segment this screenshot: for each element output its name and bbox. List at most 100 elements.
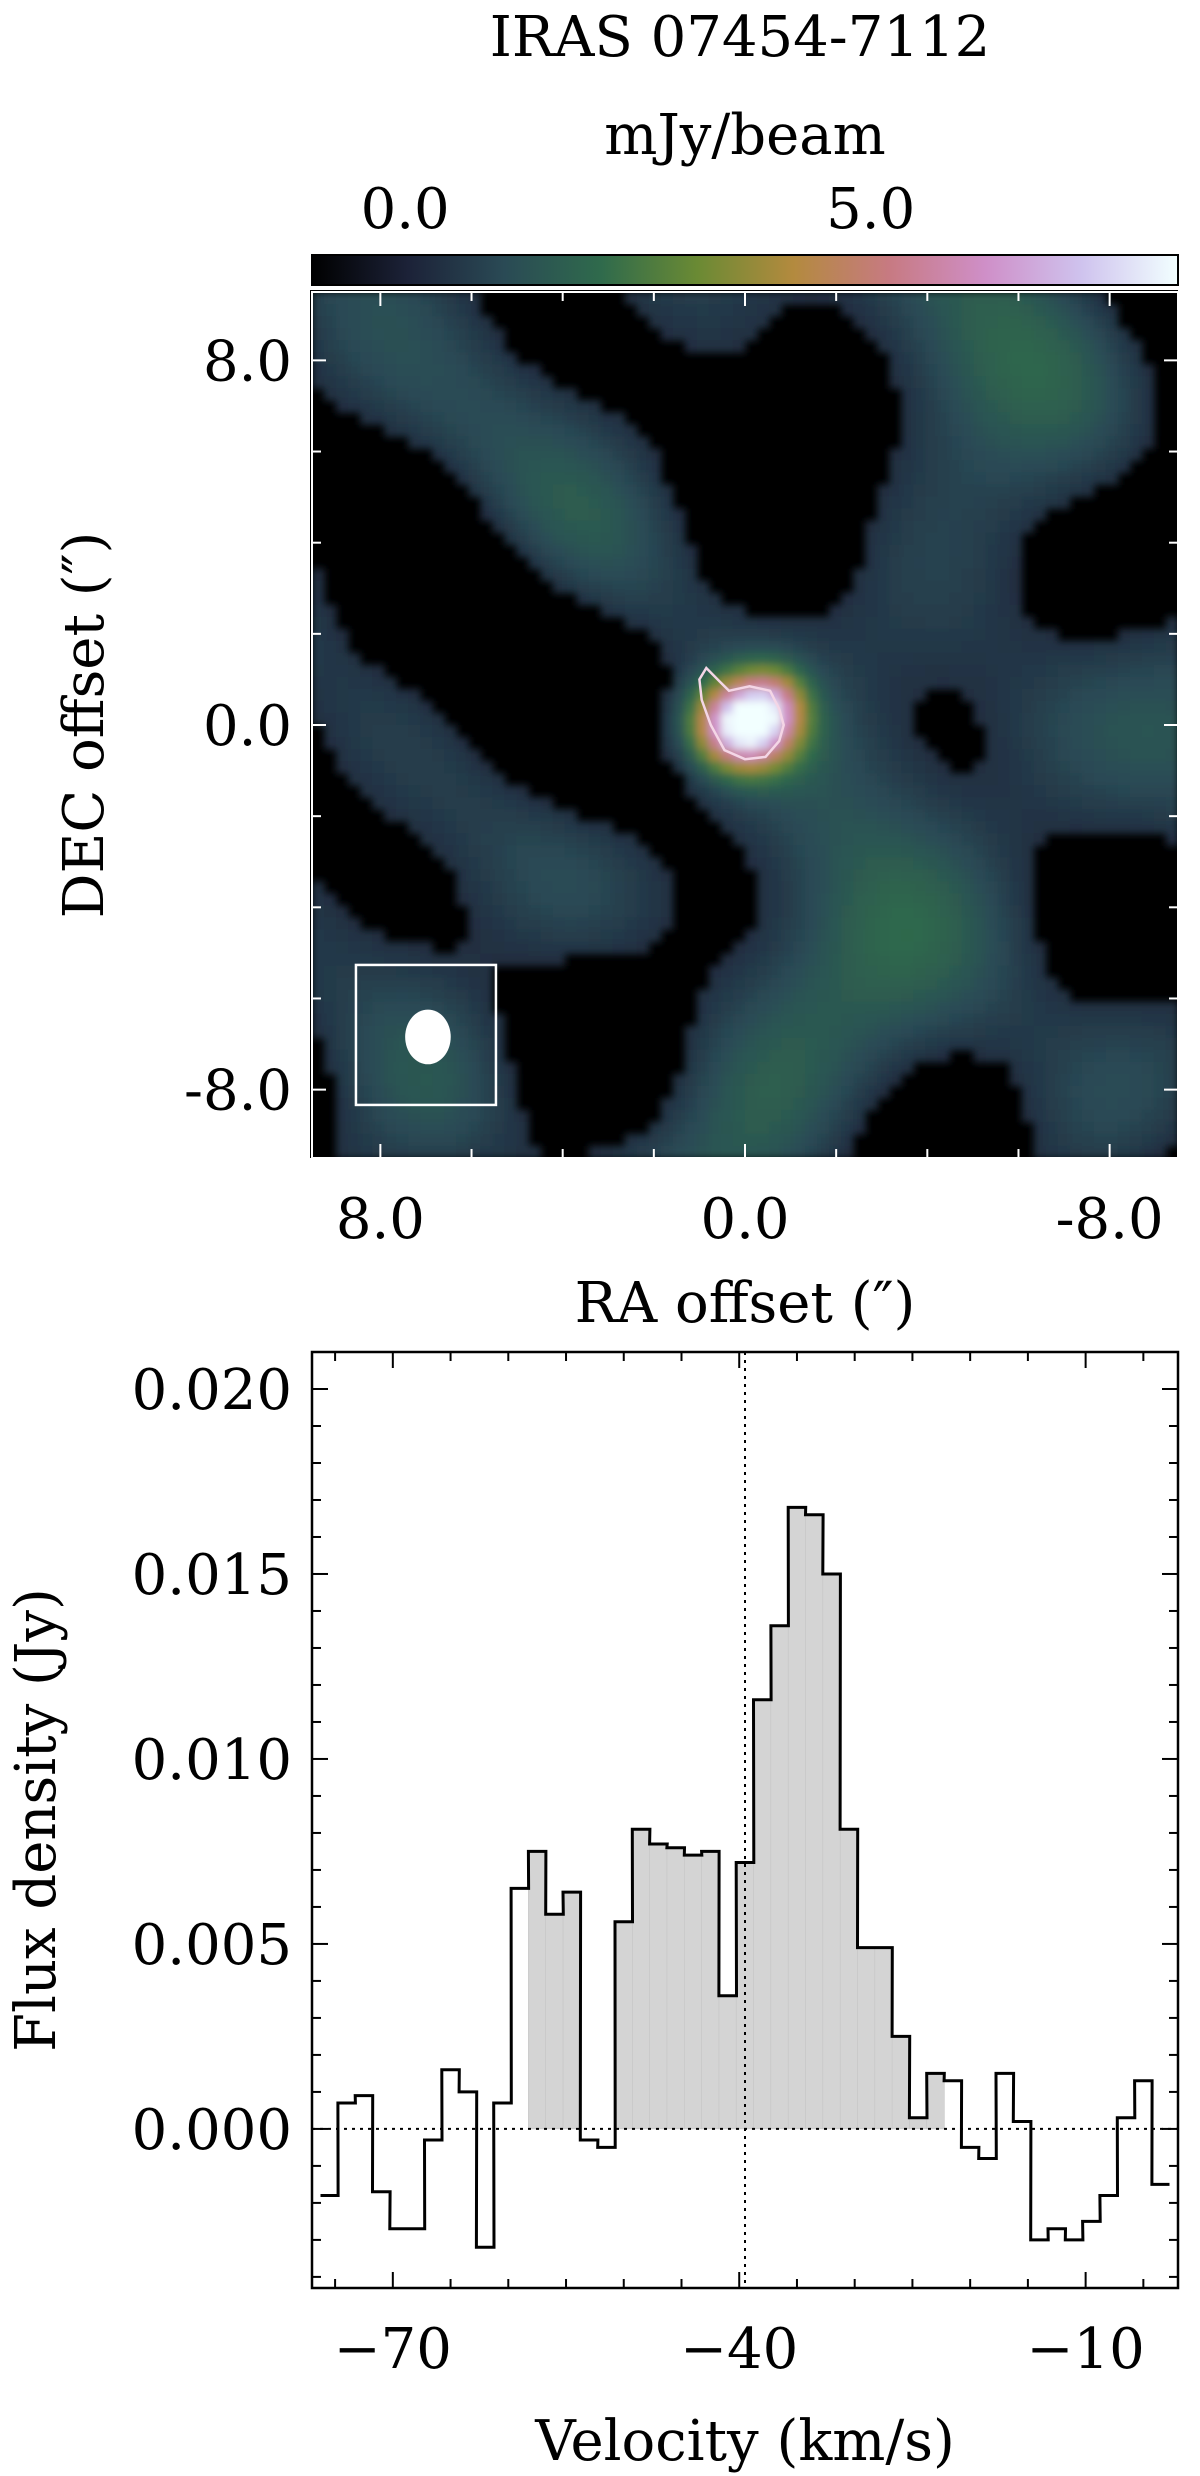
heatmap-cell xyxy=(1153,640,1167,654)
heatmap-cell xyxy=(468,400,481,413)
heatmap-cell xyxy=(456,821,469,834)
heatmap-cell xyxy=(997,1037,1011,1051)
heatmap-cell xyxy=(829,881,842,894)
heatmap-cell xyxy=(997,328,1011,341)
heatmap-cell xyxy=(372,1061,385,1075)
heatmap-cell xyxy=(985,544,999,558)
heatmap-cell xyxy=(1093,821,1107,834)
heatmap-cell xyxy=(925,628,939,642)
heatmap-cell xyxy=(372,688,385,702)
heatmap-cell xyxy=(636,905,650,919)
heatmap-cell xyxy=(1057,304,1071,317)
heatmap-cell xyxy=(672,700,686,714)
heatmap-cell xyxy=(396,953,409,967)
heatmap-cell xyxy=(937,592,951,606)
heatmap-cell xyxy=(757,845,770,858)
heatmap-cell xyxy=(444,304,457,317)
heatmap-cell xyxy=(985,737,999,750)
heatmap-cell xyxy=(769,941,782,955)
heatmap-cell xyxy=(757,688,770,702)
heatmap-cell xyxy=(696,1109,710,1123)
heatmap-cell xyxy=(913,1049,927,1063)
heatmap-cell xyxy=(757,1049,770,1063)
heatmap-cell xyxy=(1009,472,1023,486)
heatmap-cell xyxy=(444,749,457,762)
heatmap-cell xyxy=(312,580,325,594)
heatmap-cell xyxy=(841,292,854,305)
heatmap-cell xyxy=(624,580,638,594)
heatmap-cell xyxy=(684,1109,698,1123)
heatmap-cell xyxy=(1153,1037,1167,1051)
heatmap-cell xyxy=(456,1013,469,1027)
heatmap-cell xyxy=(997,616,1011,630)
heatmap-cell xyxy=(720,1097,734,1111)
heatmap-cell xyxy=(925,941,939,955)
heatmap-cell xyxy=(480,316,494,329)
heatmap-cell xyxy=(853,568,866,582)
heatmap-cell xyxy=(937,977,951,991)
heatmap-cell xyxy=(853,737,866,750)
heatmap-cell xyxy=(720,761,734,774)
heatmap-cell xyxy=(865,544,878,558)
heatmap-cell xyxy=(841,761,854,774)
heatmap-cell xyxy=(468,328,481,341)
heatmap-cell xyxy=(1081,1025,1095,1039)
heatmap-cell xyxy=(805,1073,818,1087)
spectrum-x-tick-label: −70 xyxy=(334,2317,452,2382)
heatmap-cell xyxy=(937,568,951,582)
heatmap-cell xyxy=(889,652,902,666)
heatmap-cell xyxy=(552,472,566,486)
heatmap-cell xyxy=(925,809,939,822)
heatmap-cell xyxy=(865,304,878,317)
heatmap-cell xyxy=(781,869,794,882)
heatmap-cell xyxy=(901,725,914,738)
heatmap-cell xyxy=(552,460,566,474)
heatmap-cell xyxy=(841,628,854,642)
heatmap-cell xyxy=(1105,1073,1119,1087)
heatmap-cell xyxy=(925,664,939,678)
heatmap-cell xyxy=(901,340,914,353)
heatmap-cell xyxy=(660,496,674,510)
heatmap-cell xyxy=(1033,965,1047,979)
heatmap-cell xyxy=(552,953,566,967)
heatmap-cell xyxy=(865,905,878,919)
heatmap-cell xyxy=(937,1013,951,1027)
heatmap-cell xyxy=(432,821,445,834)
heatmap-cell xyxy=(949,1025,963,1039)
heatmap-cell xyxy=(420,340,433,353)
heatmap-cell xyxy=(552,881,566,894)
heatmap-cell xyxy=(360,1109,373,1123)
heatmap-cell xyxy=(781,1109,794,1123)
heatmap-cell xyxy=(901,520,914,534)
heatmap-cell xyxy=(757,676,770,690)
heatmap-cell xyxy=(1009,749,1023,762)
heatmap-cell xyxy=(769,1085,782,1099)
heatmap-cell xyxy=(901,977,914,991)
heatmap-cell xyxy=(973,917,987,931)
heatmap-cell xyxy=(372,929,385,943)
heatmap-cell xyxy=(1105,1133,1119,1147)
heatmap-cell xyxy=(889,604,902,618)
heatmap-cell xyxy=(889,592,902,606)
heatmap-cell xyxy=(1141,749,1155,762)
heatmap-cell xyxy=(853,845,866,858)
heatmap-cell xyxy=(336,1025,349,1039)
heatmap-cell xyxy=(781,797,794,810)
heatmap-cell xyxy=(949,328,963,341)
heatmap-cell xyxy=(1033,448,1047,461)
heatmap-cell xyxy=(456,304,469,317)
heatmap-cell xyxy=(324,965,337,979)
heatmap-cell xyxy=(1021,881,1035,894)
heatmap-cell xyxy=(456,328,469,341)
heatmap-cell xyxy=(468,845,481,858)
heatmap-cell xyxy=(1069,412,1083,425)
heatmap-cell xyxy=(1153,1013,1167,1027)
heatmap-cell xyxy=(720,725,734,738)
heatmap-cell xyxy=(540,905,554,919)
heatmap-cell xyxy=(1117,725,1131,738)
heatmap-cell xyxy=(564,869,578,882)
heatmap-cell xyxy=(841,953,854,967)
heatmap-cell xyxy=(456,316,469,329)
heatmap-cell xyxy=(1153,809,1167,822)
heatmap-cell xyxy=(480,1073,494,1087)
